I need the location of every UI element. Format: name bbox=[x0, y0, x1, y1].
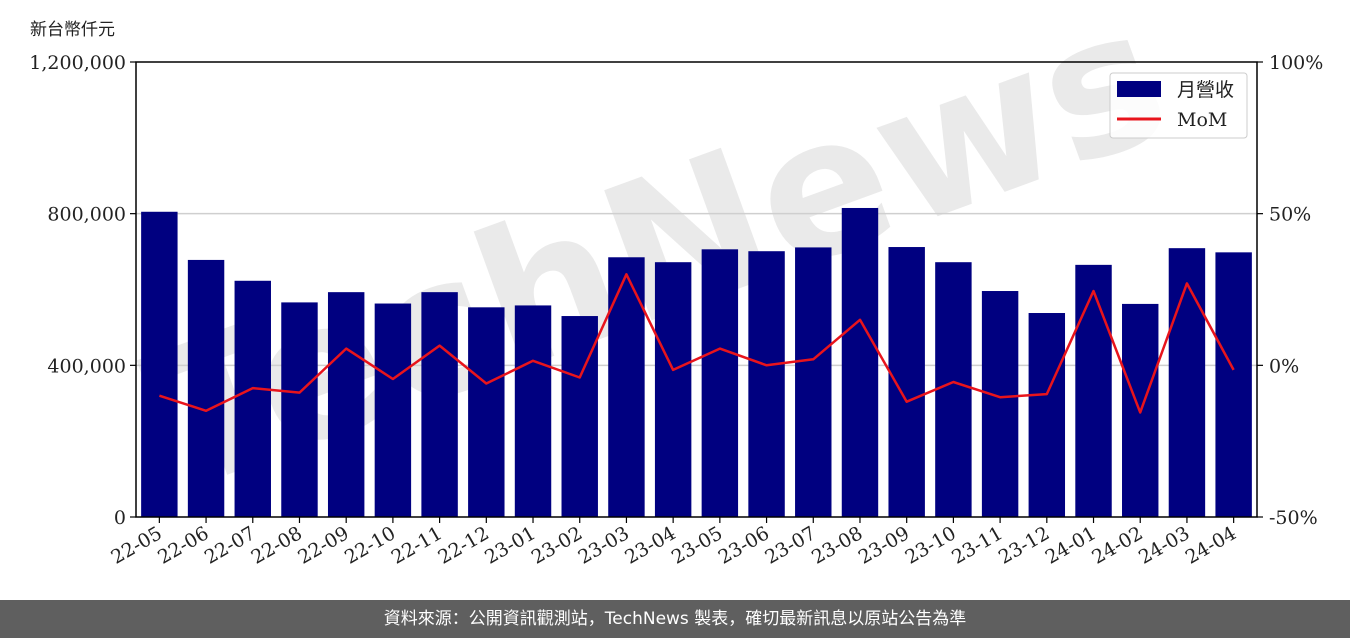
x-tick-label: 22-06 bbox=[154, 522, 212, 568]
bar bbox=[327, 292, 365, 517]
y-left-tick-label: 400,000 bbox=[47, 355, 126, 377]
x-tick-label: 23-09 bbox=[855, 522, 913, 568]
x-tick-label: 23-04 bbox=[621, 522, 679, 568]
bar bbox=[888, 247, 925, 518]
x-tick-label: 24-02 bbox=[1088, 522, 1146, 568]
x-tick-label: 23-10 bbox=[901, 522, 959, 568]
bar bbox=[608, 257, 645, 517]
x-tick-label: 23-07 bbox=[761, 522, 819, 568]
y-left-tick-label: 0 bbox=[114, 507, 126, 529]
y-right-tick-label: 100% bbox=[1269, 52, 1323, 74]
x-tick-label: 22-12 bbox=[434, 522, 492, 568]
bar bbox=[374, 303, 412, 517]
y-right-tick-label: 50% bbox=[1269, 204, 1311, 226]
x-tick-label: 23-01 bbox=[481, 522, 539, 568]
bar bbox=[468, 307, 505, 517]
bar bbox=[795, 247, 832, 517]
plot-frame bbox=[135, 61, 1258, 518]
bar bbox=[1075, 264, 1112, 517]
legend-swatch-bar bbox=[1117, 81, 1161, 97]
y-axis-unit-label: 新台幣仟元 bbox=[30, 20, 115, 40]
x-tick-label: 24-04 bbox=[1182, 522, 1240, 568]
bar bbox=[701, 249, 739, 517]
x-tick-label: 22-09 bbox=[294, 522, 352, 568]
source-footer: 資料來源：公開資訊觀測站，TechNews 製表，確切最新訊息以原站公告為準 bbox=[0, 600, 1350, 638]
x-tick-label: 22-08 bbox=[248, 522, 306, 568]
x-tick-label: 24-01 bbox=[1042, 522, 1100, 568]
bar bbox=[141, 211, 178, 518]
bar bbox=[841, 207, 879, 517]
x-tick-label: 23-11 bbox=[948, 522, 1006, 568]
y-left-tick-label: 800,000 bbox=[47, 204, 126, 226]
bar bbox=[1215, 252, 1252, 517]
x-tick-label: 23-03 bbox=[574, 522, 632, 568]
bar bbox=[561, 316, 598, 517]
x-tick-label: 23-06 bbox=[715, 522, 773, 568]
x-tick-label: 23-02 bbox=[528, 522, 586, 568]
bar bbox=[281, 302, 318, 517]
x-tick-label: 22-07 bbox=[201, 522, 259, 568]
y-right-tick-label: 0% bbox=[1269, 355, 1299, 377]
bar bbox=[234, 280, 271, 517]
legend-label-mom: MoM bbox=[1177, 109, 1227, 131]
bar bbox=[748, 251, 785, 517]
bar bbox=[654, 262, 692, 517]
legend-label-revenue: 月營收 bbox=[1177, 79, 1234, 101]
x-tick-label: 23-12 bbox=[995, 522, 1053, 568]
bar bbox=[1028, 313, 1066, 517]
revenue-chart: TechNews 0400,000800,0001,200,000-50%0%5… bbox=[29, 0, 1323, 569]
x-tick-label: 23-05 bbox=[668, 522, 726, 568]
bar bbox=[421, 292, 458, 517]
bar bbox=[187, 259, 225, 517]
x-tick-label: 22-11 bbox=[388, 522, 446, 568]
mom-line bbox=[159, 273, 1235, 414]
bar bbox=[514, 305, 552, 517]
x-tick-label: 23-08 bbox=[808, 522, 866, 568]
y-right-tick-label: -50% bbox=[1269, 507, 1318, 529]
x-tick-label: 22-05 bbox=[107, 522, 165, 568]
y-left-tick-label: 1,200,000 bbox=[29, 52, 126, 74]
bar bbox=[981, 291, 1019, 517]
x-tick-label: 22-10 bbox=[341, 522, 399, 568]
bar bbox=[935, 262, 972, 517]
bar bbox=[1168, 248, 1206, 517]
x-tick-label: 24-03 bbox=[1135, 522, 1193, 568]
